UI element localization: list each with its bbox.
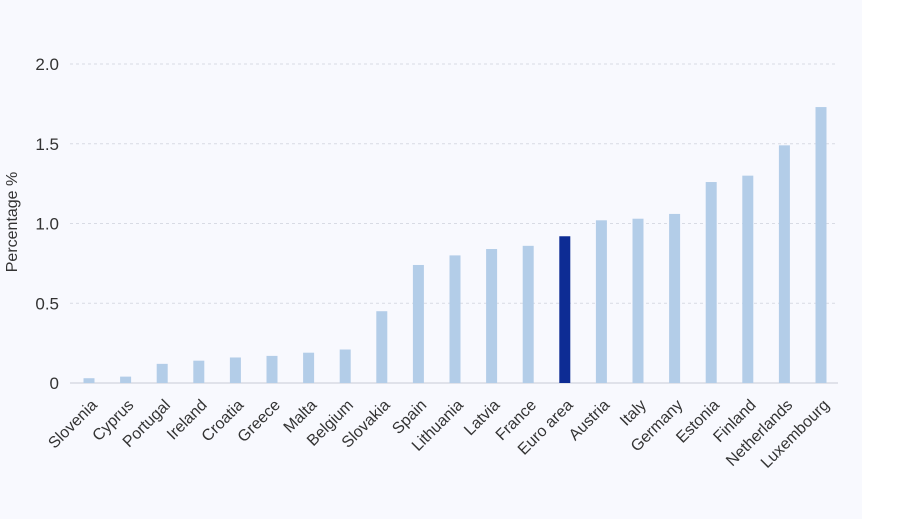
bar-cyprus [120,376,132,383]
y-tick-label: 1.0 [35,215,59,234]
bar-chart: 0 0.5 1.0 1.5 2.0 SloveniaCyprusPortugalIrel… [4,55,838,472]
chart-panel: 0 0.5 1.0 1.5 2.0 Slovenia Cyprus Portugal Irel… [4,55,838,472]
bar-luxembourg [815,107,827,383]
bar-austria [595,220,607,383]
x-tick-label: Slovenia [45,397,100,452]
bar-ireland [193,360,205,383]
bar-france [522,245,534,383]
bar-greece [266,355,278,383]
bar-belgium [339,349,351,383]
y-tick-label: 1.5 [35,135,59,154]
bar-malta [303,352,315,383]
bar-netherlands [778,145,790,383]
bar-italy [632,218,644,383]
bar-slovakia [376,311,388,383]
y-axis-ticks: 0 0.5 1.0 1.5 2.0 [35,55,59,393]
y-axis-title: Percentage % [4,172,21,273]
bars [83,107,827,383]
x-tick-label: Austria [566,397,613,444]
y-tick-label: 0 [50,374,59,393]
bar-estonia [705,182,717,383]
x-axis-labels: SloveniaCyprusPortugalIrelandCroatiaGree… [45,397,832,472]
y-tick-label: 0.5 [35,294,59,313]
bar-slovenia [83,378,95,383]
bar-lithuania [449,255,461,383]
bar-portugal [156,363,168,383]
bar-croatia [229,357,241,383]
x-tick-label: Italy [617,397,650,430]
bar-finland [742,175,754,383]
y-tick-label: 2.0 [35,55,59,74]
bar-spain [412,264,424,383]
bar-euro-area [559,236,571,383]
bar-latvia [486,249,498,383]
bar-germany [669,213,681,383]
